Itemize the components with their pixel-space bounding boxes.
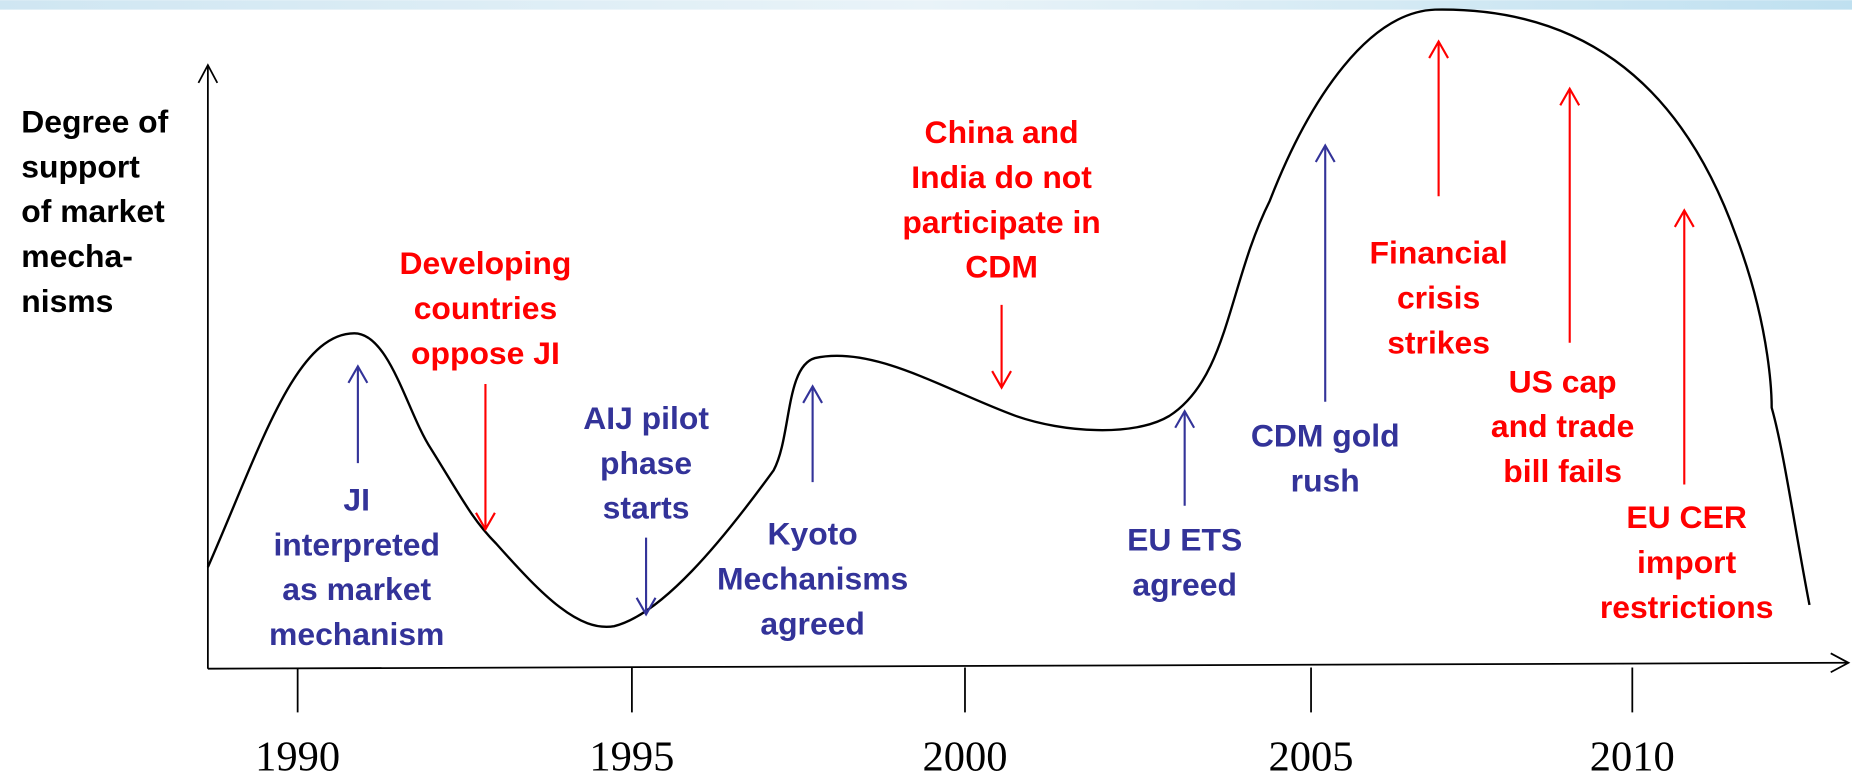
y-axis-label: nisms <box>21 283 113 319</box>
annotation-text: restrictions <box>1600 589 1774 625</box>
x-label: 2005 <box>1269 733 1354 774</box>
annotation-text: phase <box>600 445 692 481</box>
annotation-text: Developing <box>400 245 572 281</box>
arrow-head <box>1174 409 1196 429</box>
annotation-text: Financial <box>1370 235 1508 271</box>
annotation-text: as market <box>282 571 431 607</box>
annotation-text: bill fails <box>1503 453 1622 489</box>
annotation-text: rush <box>1291 463 1360 499</box>
arrow-head <box>347 364 369 384</box>
annotation-text: CDM <box>965 249 1038 285</box>
y-axis-label: of market <box>21 193 165 229</box>
header-strip <box>0 0 1852 10</box>
annotation-text: China and <box>925 114 1079 150</box>
arrow-head <box>1428 39 1449 59</box>
arrow-head <box>1673 208 1695 228</box>
annotation-text: agreed <box>1132 566 1237 602</box>
annotation-text: interpreted <box>273 526 440 562</box>
annotation-text: mechanism <box>269 616 444 652</box>
axes <box>197 63 1851 674</box>
support-curve <box>206 8 1811 628</box>
annotation-text: EU CER <box>1626 499 1746 535</box>
arrow-head <box>635 597 657 617</box>
arrow-head <box>1559 86 1581 106</box>
annotation-text: EU ETS <box>1127 522 1242 558</box>
annotation-text: strikes <box>1387 324 1490 360</box>
annotation-text: starts <box>603 490 690 526</box>
annotation-text: crisis <box>1397 279 1480 315</box>
annotation-text: AIJ pilot <box>583 400 709 436</box>
annotation-text: Mechanisms <box>717 561 908 597</box>
y-axis-label: Degree of <box>21 103 168 139</box>
annotation-text: JI <box>343 481 370 517</box>
arrow-head <box>475 512 496 532</box>
annotation-text: US cap <box>1509 363 1617 399</box>
arrow-head <box>991 370 1012 390</box>
arrow-head <box>802 384 823 404</box>
annotation-text: import <box>1637 544 1737 580</box>
annotation-text: CDM gold <box>1251 418 1400 454</box>
x-label: 2010 <box>1590 733 1675 774</box>
annotation-text: India do not <box>911 159 1092 195</box>
annotation-text: countries <box>414 290 557 326</box>
x-label: 1990 <box>255 733 340 774</box>
y-axis-label: mecha- <box>21 238 133 274</box>
annotation-text: agreed <box>760 605 865 641</box>
arrow-head <box>1314 143 1336 163</box>
annotation-text: and trade <box>1491 408 1634 444</box>
annotation-text: participate in <box>902 204 1100 240</box>
x-label: 1995 <box>589 733 674 774</box>
annotation-text: oppose JI <box>411 335 560 371</box>
x-label: 2000 <box>922 733 1007 774</box>
annotation-text: Kyoto <box>767 516 857 552</box>
y-axis-label: support <box>21 148 140 184</box>
